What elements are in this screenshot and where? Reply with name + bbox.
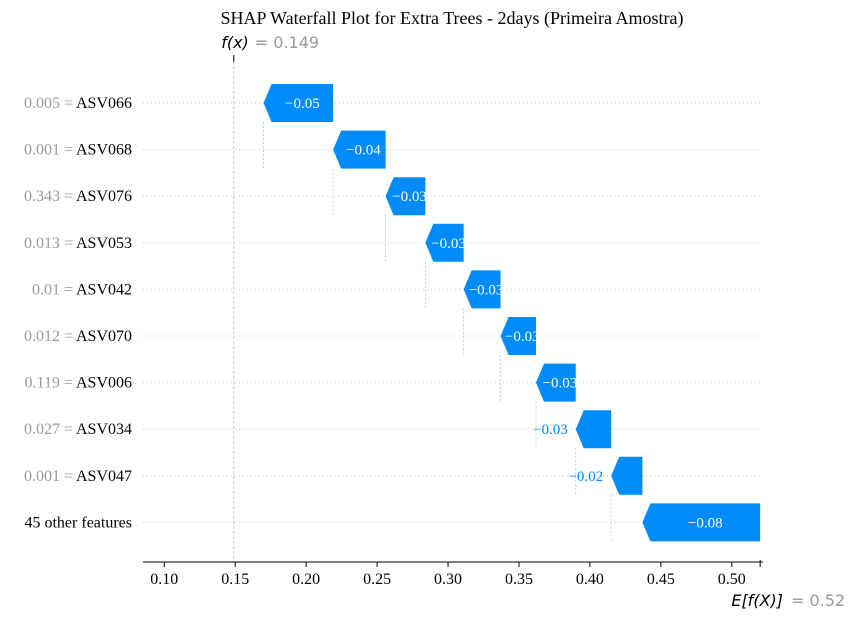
shap-bar-asv042: [463, 270, 501, 309]
shap-bar-asv053: [425, 223, 464, 262]
x-axis: 0.10 0.15 0.20 0.25 0.30 0.35 0.40 0.45 0.50: [143, 560, 763, 588]
shap-bar-45-other-features: [642, 503, 761, 542]
x-tick-label: 0.15: [221, 571, 249, 588]
shap-value-label: −0.04: [346, 143, 381, 159]
x-tick-label: 0.35: [505, 571, 533, 588]
base-value-annotation: E[f(X)] = 0.52: [731, 591, 845, 610]
shap-bar-asv006: [535, 363, 576, 402]
shap-value-label: −0.03: [431, 236, 466, 252]
shap-bar-asv070: [500, 317, 536, 355]
feature-value: 0.012 =: [24, 328, 73, 345]
feature-name: ASV070: [76, 328, 132, 345]
shap-bar-asv066: [263, 84, 334, 122]
x-tick-label: 0.10: [150, 571, 178, 588]
shap-value-label: −0.03: [469, 282, 504, 298]
feature-name: ASV034: [76, 421, 132, 438]
shap-value-label: −0.02: [568, 469, 603, 485]
x-tick-label: 0.45: [647, 571, 675, 588]
x-tick-label: 0.25: [363, 571, 391, 588]
grid-layer: [143, 56, 763, 562]
shap-value-label: −0.08: [688, 515, 723, 531]
feature-name: ASV068: [76, 142, 132, 159]
shap-value-label: −0.03: [505, 329, 540, 345]
feature-value: 0.001 =: [24, 468, 73, 485]
x-tick-label: 0.30: [434, 571, 462, 588]
feature-value: 0.005 =: [24, 95, 73, 112]
feature-name: ASV066: [76, 95, 132, 112]
shap-value-label: −0.03: [392, 189, 427, 205]
chart-title: SHAP Waterfall Plot for Extra Trees - 2d…: [221, 8, 684, 29]
feature-name: ASV006: [76, 375, 132, 392]
shap-value-label: −0.03: [533, 422, 568, 438]
base-value-label: E[f(X)]: [731, 591, 783, 610]
bars-layer: [263, 84, 761, 542]
shap-value-label: −0.05: [285, 96, 320, 112]
feature-name: ASV053: [76, 235, 132, 252]
feature-name: ASV042: [76, 281, 132, 298]
fx-label: f(x): [221, 33, 249, 52]
base-value-value: = 0.52: [791, 591, 845, 610]
fx-value: = 0.149: [255, 33, 319, 52]
shap-bar-asv076: [385, 177, 426, 216]
x-tick-label: 0.20: [292, 571, 320, 588]
feature-value: 0.013 =: [24, 235, 73, 252]
feature-value: 0.01 =: [32, 281, 73, 298]
shap-bar-asv034: [575, 410, 612, 449]
shap-bar-asv068: [333, 130, 386, 169]
feature-value: 0.119 =: [25, 375, 73, 392]
feature-name: 45 other features: [24, 514, 132, 531]
feature-name: ASV076: [76, 188, 132, 205]
x-tick-label: 0.40: [576, 571, 604, 588]
feature-value: 0.001 =: [24, 142, 73, 159]
feature-value: 0.343 =: [24, 188, 73, 205]
shap-bar-asv047: [611, 456, 643, 495]
feature-value: 0.027 =: [24, 421, 73, 438]
fx-annotation: f(x) = 0.149: [221, 33, 319, 62]
feature-name: ASV047: [76, 468, 132, 485]
shap-value-label: −0.03: [543, 376, 578, 392]
x-tick-label: 0.50: [718, 571, 746, 588]
